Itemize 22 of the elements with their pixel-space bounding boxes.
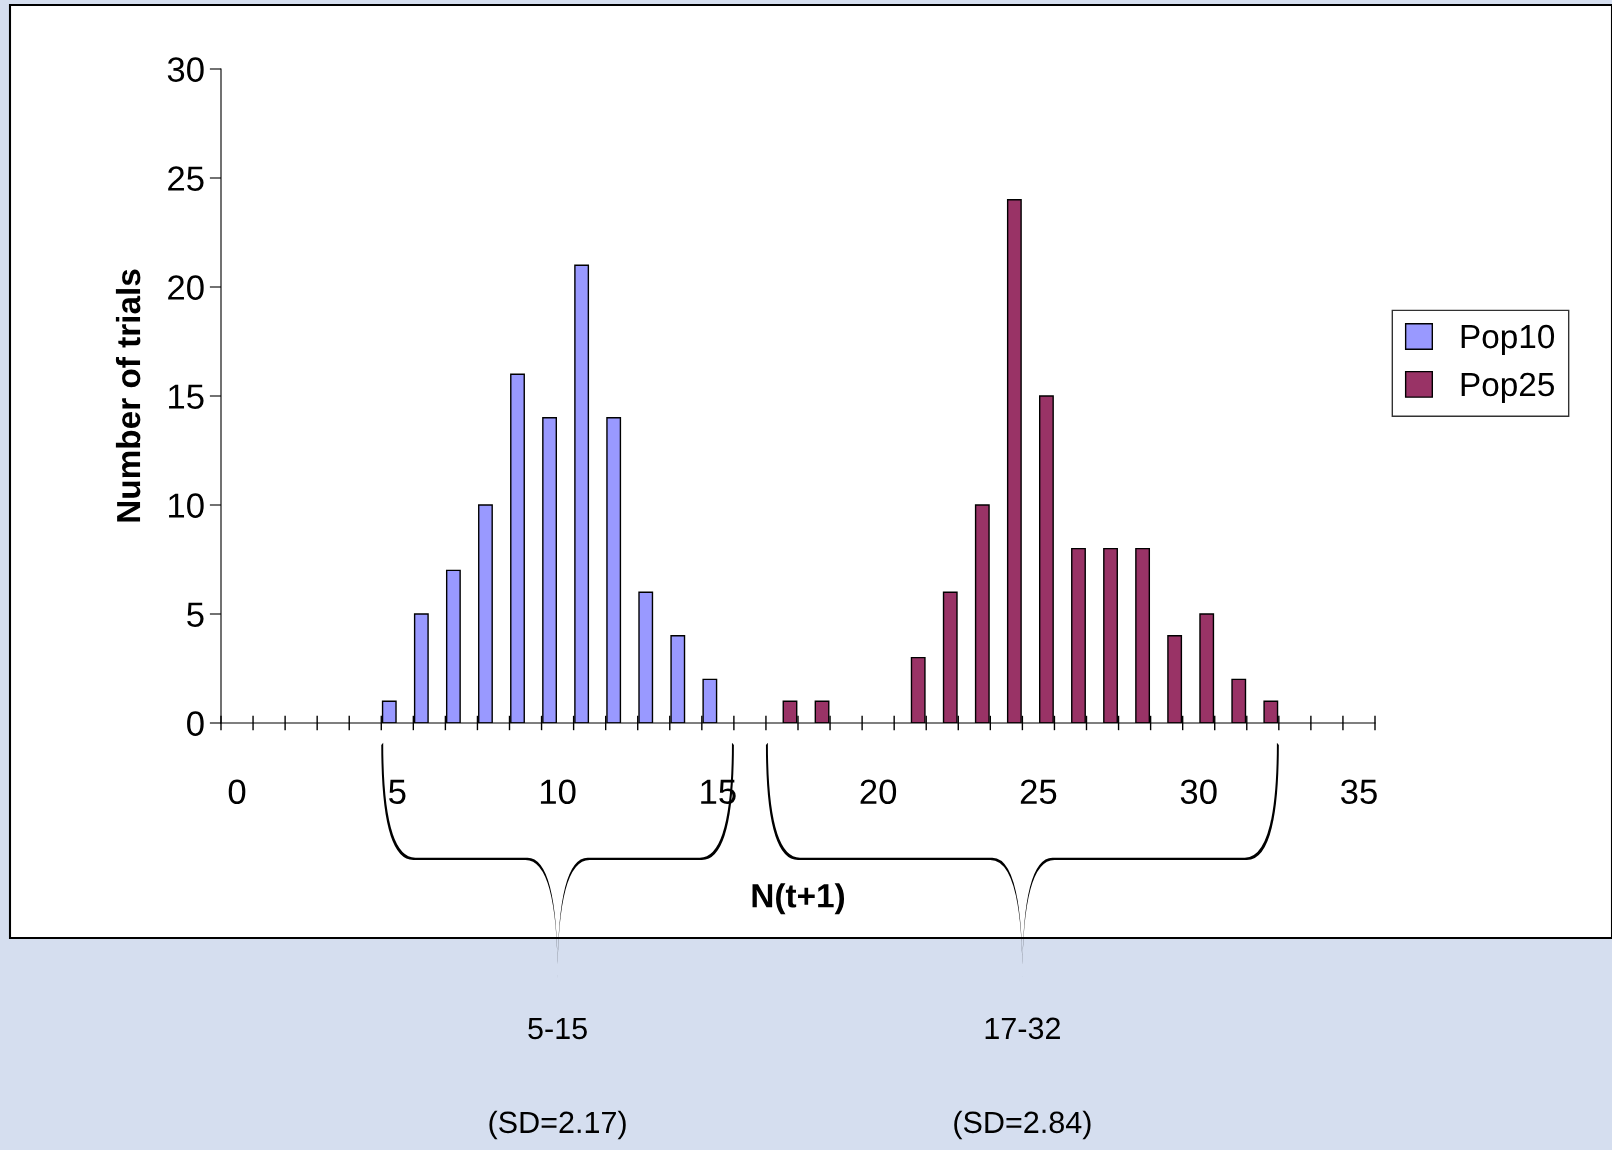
x-tick-label: 0 [228,779,246,805]
text: 5-15 [528,1017,587,1040]
y-tick-label: 15 [169,384,204,409]
x-tick-label: 5 [389,779,406,805]
legend-label: Pop25 [1461,372,1554,403]
y-tick-label: 0 [187,711,204,736]
x-axis-title: N(t+1) [752,883,845,915]
y-tick-label: 5 [187,602,204,627]
y-tick-label: 10 [169,493,204,518]
x-tick-label: 10 [540,779,576,805]
y-tick-label: 20 [168,275,204,300]
y-axis-title: Number of trials [115,269,141,522]
x-tick-label: 35 [1340,779,1377,805]
text: (SD=2.17) [489,1110,626,1140]
legend-label: Pop10 [1461,324,1555,355]
text: 17-32 [985,1017,1060,1040]
x-tick-label: 25 [1020,779,1057,805]
y-tick-label: 25 [168,166,204,191]
text: (SD=2.84) [954,1110,1091,1140]
x-tick-label: 30 [1180,779,1217,805]
x-tick-label: 20 [860,779,897,805]
y-tick-label: 30 [167,57,204,82]
